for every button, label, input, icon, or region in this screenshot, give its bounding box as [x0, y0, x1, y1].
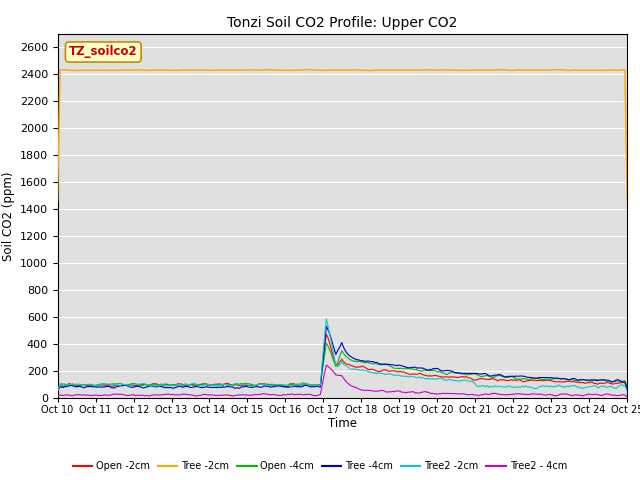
Title: Tonzi Soil CO2 Profile: Upper CO2: Tonzi Soil CO2 Profile: Upper CO2 — [227, 16, 458, 30]
X-axis label: Time: Time — [328, 417, 357, 430]
Text: TZ_soilco2: TZ_soilco2 — [69, 46, 138, 59]
Y-axis label: Soil CO2 (ppm): Soil CO2 (ppm) — [3, 171, 15, 261]
Legend: Open -2cm, Tree -2cm, Open -4cm, Tree -4cm, Tree2 -2cm, Tree2 - 4cm: Open -2cm, Tree -2cm, Open -4cm, Tree -4… — [69, 457, 571, 475]
